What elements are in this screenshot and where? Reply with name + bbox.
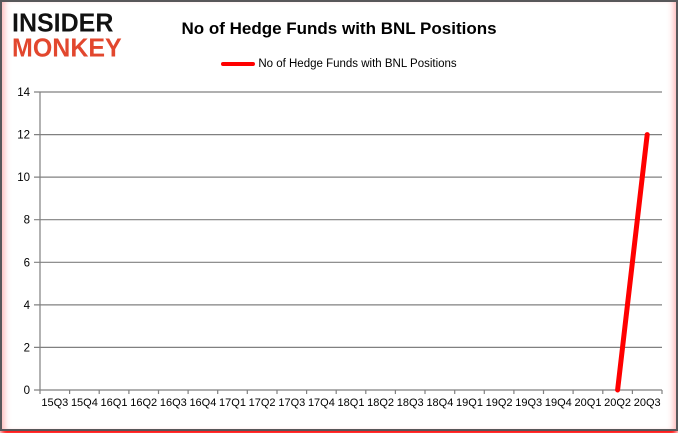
x-axis-category-label: 19Q3 [515, 397, 542, 409]
x-axis-category-label: 18Q3 [397, 397, 424, 409]
insider-monkey-logo: INSIDER MONKEY [12, 8, 122, 63]
x-axis-category-label: 16Q3 [160, 397, 187, 409]
x-axis-category-label: 16Q1 [101, 397, 128, 409]
x-axis-category-label: 18Q1 [338, 397, 365, 409]
x-axis-category-label: 19Q4 [545, 397, 572, 409]
x-axis-category-label: 18Q4 [426, 397, 453, 409]
x-axis-category-label: 17Q4 [308, 397, 335, 409]
x-axis-category-label: 20Q1 [575, 397, 602, 409]
y-axis-tick-label: 8 [24, 215, 30, 227]
y-axis-tick-label: 14 [17, 87, 30, 99]
x-axis-category-label: 18Q2 [367, 397, 394, 409]
x-axis-category-label: 20Q2 [604, 397, 631, 409]
y-axis-tick-label: 4 [24, 300, 31, 312]
data-line [615, 132, 650, 393]
y-axis-tick-label: 2 [24, 342, 30, 354]
y-axis-tick-label: 6 [24, 257, 30, 269]
x-axis-category-label: 17Q1 [219, 397, 246, 409]
legend-label: No of Hedge Funds with BNL Positions [258, 58, 457, 70]
x-axis-category-label: 17Q3 [278, 397, 305, 409]
legend-line-swatch [221, 62, 256, 66]
x-axis-category-label: 16Q2 [130, 397, 157, 409]
x-axis-category-label: 19Q2 [486, 397, 513, 409]
chart-title: No of Hedge Funds with BNL Positions [181, 19, 497, 38]
y-axis-tick-label: 0 [24, 385, 30, 397]
x-axis-category-label: 19Q1 [456, 397, 483, 409]
x-axis-category-label: 16Q4 [189, 397, 216, 409]
logo-word-monkey: MONKEY [12, 32, 122, 63]
x-axis-category-label: 17Q2 [249, 397, 276, 409]
x-axis-category-label: 15Q3 [41, 397, 68, 409]
logo-word-insider: INSIDER [12, 8, 114, 38]
legend: No of Hedge Funds with BNL Positions [2, 58, 676, 70]
x-axis-category-label: 20Q3 [634, 397, 661, 409]
y-axis-tick-label: 12 [17, 130, 30, 142]
x-axis-category-label: 15Q4 [71, 397, 98, 409]
y-axis-tick-label: 10 [17, 172, 30, 184]
